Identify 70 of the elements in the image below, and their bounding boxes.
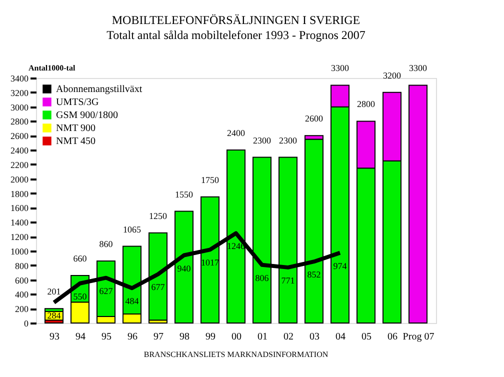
data-label: 852 [307,270,321,280]
x-tick-label: 99 [206,332,216,342]
data-label: 627 [99,286,114,296]
data-label: 284 [47,310,62,321]
x-tick-label: 06 [388,332,398,342]
legend-label: GSM 900/1800 [56,110,118,121]
data-label: 677 [151,282,166,292]
total-label: 1065 [123,224,142,234]
y-tick-label: 1800 [10,188,29,199]
chart-subtitle: Totalt antal sålda mobiltelefoner 1993 - Prognos 2007 [106,28,366,42]
y-tick-label: 2000 [10,174,29,184]
y-tick-label: 2200 [10,160,29,170]
total-label: 2600 [305,114,324,124]
total-label: 1550 [175,189,194,200]
data-label: 550 [73,291,88,302]
total-label: 1250 [149,210,168,221]
total-label: 2400 [227,128,246,138]
y-tick-label: 3200 [10,88,29,98]
data-label: 940 [177,263,192,274]
total-label: 3200 [383,70,402,80]
data-label: 806 [255,272,270,283]
total-label: 2300 [253,135,272,146]
total-label: 660 [73,253,88,264]
x-tick-label: 04 [336,332,346,342]
total-label: 201 [47,286,61,297]
bar [408,84,428,324]
x-tick-label: 02 [284,332,294,342]
data-label: 771 [281,275,295,286]
legend-label: NMT 900 [56,123,96,134]
y-tick-label: 400 [15,290,29,300]
data-label: 974 [333,260,348,271]
legend-label: NMT 450 [56,136,96,147]
data-label: 1246 [227,241,246,252]
y-tick-label: 1400 [10,218,29,228]
y-tick-label: 3400 [10,74,29,84]
y-axis-title: Antal1000-tal [28,64,76,72]
text: BRANSCHKANSLIETS MARKNADSINFORMATION [144,350,328,359]
y-tick-label: 3000 [10,102,29,112]
total-label: 3300 [409,63,428,74]
y-tick-label: 1200 [10,232,29,242]
total-label: 2800 [357,99,376,110]
legend-label: Abonnemangstillväxt [56,84,142,95]
legend-label: UMTS/3G [56,97,99,108]
x-tick-label: Prog 07 [402,332,434,342]
y-tick-label: 800 [15,260,29,271]
x-tick-label: 93 [50,332,60,342]
y-tick-label: 0 [24,318,29,328]
total-label: 2300 [279,135,298,146]
y-tick-label: 2400 [10,146,29,156]
y-tick-label: 1000 [10,246,29,256]
x-tick-label: 94 [76,332,86,342]
total-label: 860 [99,239,114,250]
x-tick-label: 98 [180,332,190,342]
total-label: 1750 [201,174,220,185]
y-tick-label: 600 [15,275,29,286]
x-tick-label: 01 [258,332,268,342]
data-label: 1017 [201,258,220,268]
total-label: 3300 [331,63,350,74]
chart-title: MOBILTELEFONFÖRSÄLJNINGEN I SVERIGE [112,13,360,27]
x-tick-label: 96 [128,332,138,342]
x-tick-label: 03 [310,332,320,342]
y-tick-label: 2600 [10,131,29,142]
x-tick-label: 95 [102,332,112,342]
x-tick-label: 05 [362,332,372,342]
y-tick-label: 2800 [10,116,29,127]
y-tick-label: 200 [15,304,29,314]
data-label: 484 [125,296,140,306]
y-tick-label: 1600 [10,203,29,214]
x-tick-label: 00 [232,332,242,342]
x-tick-label: 97 [154,332,164,342]
